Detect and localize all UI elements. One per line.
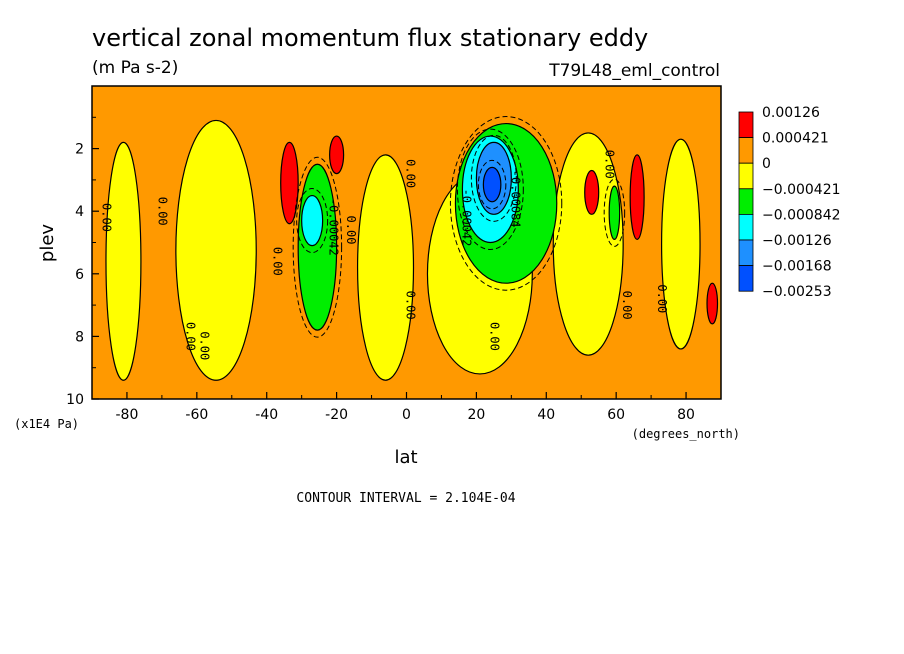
- legend-label: 0.00126: [762, 105, 820, 121]
- x-axis-label: lat: [394, 447, 417, 468]
- contour-interval-note: CONTOUR INTERVAL = 2.104E-04: [296, 491, 515, 506]
- contour-label: -0.00084: [508, 170, 522, 228]
- x-tick-label: 80: [677, 407, 695, 423]
- dashed-contour-cyan-min-28S: [296, 188, 329, 254]
- x-tick-label: 60: [607, 407, 625, 423]
- legend-swatch: [738, 188, 754, 215]
- x-tick-label: -80: [116, 407, 139, 423]
- dashed-contour-green-min-60N: [603, 178, 626, 247]
- legend-swatch: [738, 239, 754, 267]
- experiment-label: T79L48_eml_control: [548, 61, 720, 81]
- contour-label: 0.00: [487, 322, 501, 351]
- contour-region-red-max-52N: [584, 169, 600, 215]
- contour-label: 0.00: [344, 216, 358, 245]
- legend-swatch: [738, 265, 754, 292]
- y-tick-label: 6: [75, 267, 84, 283]
- chart-title: vertical zonal momentum flux stationary …: [92, 24, 648, 52]
- dashed-contour-deep-blue-min-25N: [477, 159, 507, 210]
- contour-region-green-min-60N: [608, 185, 621, 240]
- x-tick-label: 0: [402, 407, 411, 423]
- legend-label: 0: [762, 156, 771, 172]
- legend-swatch: [738, 137, 754, 164]
- contour-fills: [105, 119, 719, 381]
- legend-label: −0.000842: [762, 207, 841, 223]
- x-axis-ticks: -80 -60 -40 -20 0 20 40 60 80: [116, 392, 695, 423]
- contour-region-yellow-band-50N: [552, 132, 624, 356]
- legend-label: −0.000421: [762, 182, 841, 198]
- legend-label: −0.00168: [762, 259, 832, 275]
- contour-region-yellow-band-80S: [105, 141, 142, 381]
- units-label: (m Pa s-2): [92, 58, 178, 78]
- contour-labels: 0.00 0.000.000.00 0.00-0.00042 0.000.000.00…: [99, 150, 669, 360]
- contour-label: 0.00: [603, 150, 617, 179]
- contour-label: 0.00: [197, 331, 211, 360]
- contour-label: 0.00: [655, 284, 669, 313]
- x-axis-units: (degrees_north): [632, 427, 740, 441]
- contour-region-deep-blue-min-25N: [482, 166, 502, 203]
- legend-swatch: [738, 213, 754, 241]
- y-tick-label: 4: [75, 204, 84, 220]
- contour-label: -0.00042: [327, 198, 341, 256]
- contour-region-red-max-66N: [629, 154, 645, 240]
- x-tick-label: -60: [185, 407, 208, 423]
- dashed-contour-blue-min-25N: [470, 134, 517, 222]
- contour-region-yellow-band-60S: [175, 119, 257, 381]
- legend-label: 0.000421: [762, 131, 829, 147]
- contour-label: 0.00: [155, 197, 169, 226]
- contour-label: 0.00: [99, 203, 113, 232]
- contour-region-cyan-min-28S: [301, 194, 324, 247]
- legend-label: −0.00126: [762, 233, 832, 249]
- dashed-contour-cyan-min-25N: [456, 128, 524, 250]
- color-legend: 0.00126 0.000421 0 −0.000421 −0.000842 −0.001…: [738, 105, 841, 300]
- y-tick-label: 10: [66, 392, 84, 408]
- x-tick-label: -40: [255, 407, 278, 423]
- contour-region-red-max-34S: [280, 141, 299, 225]
- x-tick-label: 20: [467, 407, 485, 423]
- x-tick-label: 40: [537, 407, 555, 423]
- y-tick-label: 2: [75, 142, 84, 158]
- legend-swatch: [738, 111, 754, 139]
- contour-region-yellow-band-75N: [660, 138, 701, 350]
- legend-swatch: [738, 162, 754, 190]
- contour-label: 0.00: [271, 247, 285, 276]
- negative-contour-lines: [292, 116, 626, 338]
- y-axis-label: plev: [37, 224, 58, 263]
- dashed-contour-green-min-25S: [292, 156, 343, 338]
- contour-label: 0.00: [404, 291, 418, 320]
- contour-region-yellow-band-15S: [356, 154, 415, 381]
- y-axis-units: (x1E4 Pa): [14, 417, 79, 431]
- y-tick-label: 8: [75, 329, 84, 345]
- contour-label: 0.00: [404, 159, 418, 188]
- contour-region-red-max-88N: [706, 282, 719, 325]
- contour-label: -0.00042: [459, 189, 473, 247]
- dashed-contour-green-min-25N: [449, 116, 563, 291]
- y-axis-ticks: 2 4 6 8 10: [66, 116, 99, 408]
- legend-label: −0.00253: [762, 284, 832, 300]
- contour-label: 0.00: [620, 291, 634, 320]
- x-tick-label: -20: [325, 407, 348, 423]
- contour-label: 0.00: [183, 322, 197, 351]
- contour-region-red-max-20S: [329, 135, 345, 175]
